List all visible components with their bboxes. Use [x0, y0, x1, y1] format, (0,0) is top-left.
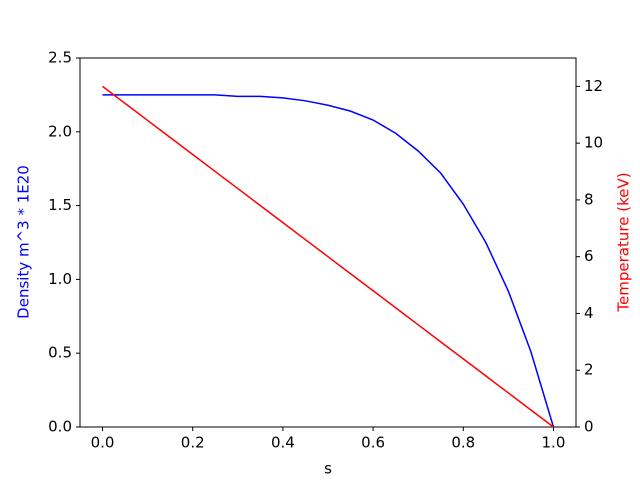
- x-tick-label: 1.0: [542, 434, 566, 452]
- x-tick-label: 0.0: [91, 434, 115, 452]
- y-tick-label: 0.5: [48, 344, 72, 362]
- y-tick-label: 0.0: [48, 418, 72, 436]
- y-tick-label: 2.5: [48, 49, 72, 67]
- y2-tick-label: 2: [584, 361, 594, 379]
- y-tick-label: 2.0: [48, 122, 72, 140]
- y-tick-label: 1.5: [48, 196, 72, 214]
- x-tick-label: 0.8: [451, 434, 475, 452]
- y2-tick-label: 12: [584, 77, 603, 95]
- x-tick-label: 0.2: [181, 434, 205, 452]
- y2-axis-label: Temperature (keV): [615, 172, 633, 312]
- plot-frame: [79, 57, 577, 428]
- series-line: [102, 85, 554, 428]
- y2-tick-label: 4: [584, 304, 594, 322]
- y2-tick-label: 6: [584, 247, 594, 265]
- y-tick-label: 1.0: [48, 270, 72, 288]
- y-axis-label: Density m^3 * 1E20: [15, 165, 33, 319]
- x-axis-label: s: [324, 460, 332, 478]
- x-tick-label: 0.6: [361, 434, 385, 452]
- series-line: [102, 94, 555, 428]
- y2-tick-label: 10: [584, 134, 603, 152]
- y2-tick-label: 0: [584, 418, 594, 436]
- x-tick-label: 0.4: [271, 434, 295, 452]
- y2-tick-label: 8: [584, 190, 594, 208]
